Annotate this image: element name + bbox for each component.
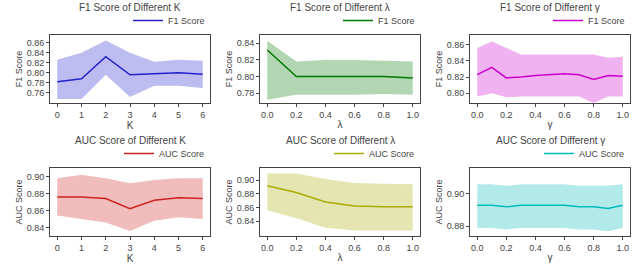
svg-text:1.0: 1.0 [616,110,629,120]
svg-text:6: 6 [200,110,205,120]
svg-text:λ: λ [338,119,343,130]
svg-text:F1 Score of Different K: F1 Score of Different K [79,2,181,13]
svg-text:1.0: 1.0 [616,243,629,253]
svg-text:AUC Score: AUC Score [369,149,414,159]
svg-text:0.84: 0.84 [237,216,255,226]
svg-text:0.86: 0.86 [27,206,45,216]
svg-text:0.84: 0.84 [27,48,45,58]
svg-text:6: 6 [200,243,205,253]
svg-text:AUC Score: AUC Score [14,179,24,224]
svg-text:2: 2 [103,110,108,120]
svg-text:0.80: 0.80 [237,72,255,82]
svg-text:γ: γ [548,119,553,130]
svg-text:F1 Score: F1 Score [378,16,415,26]
svg-text:5: 5 [176,243,181,253]
svg-text:1.0: 1.0 [406,110,419,120]
svg-text:0.6: 0.6 [558,243,571,253]
svg-text:0.88: 0.88 [27,189,45,199]
svg-text:F1 Score of Different λ: F1 Score of Different λ [290,2,390,13]
svg-text:0: 0 [55,110,60,120]
svg-text:F1 Score: F1 Score [434,51,444,88]
svg-text:0.86: 0.86 [27,38,45,48]
svg-text:0.0: 0.0 [261,243,274,253]
svg-text:4: 4 [152,110,157,120]
svg-text:0.8: 0.8 [587,243,600,253]
svg-text:0.78: 0.78 [237,88,255,98]
svg-text:3: 3 [127,110,132,120]
svg-text:0.8: 0.8 [377,243,390,253]
svg-text:0.4: 0.4 [319,243,332,253]
svg-text:0.84: 0.84 [447,56,465,66]
svg-text:0.0: 0.0 [261,110,274,120]
svg-text:1: 1 [79,243,84,253]
svg-text:0.86: 0.86 [237,203,255,213]
svg-text:0.80: 0.80 [27,68,45,78]
svg-text:0.2: 0.2 [290,110,303,120]
svg-text:AUC Score: AUC Score [224,179,234,224]
svg-text:0.78: 0.78 [27,78,45,88]
svg-text:AUC Score: AUC Score [434,179,444,224]
svg-text:0.90: 0.90 [27,172,45,182]
svg-text:0.82: 0.82 [237,55,255,65]
svg-text:0.84: 0.84 [27,223,45,233]
svg-text:0.2: 0.2 [290,243,303,253]
svg-text:0.6: 0.6 [558,110,571,120]
svg-text:0.8: 0.8 [377,110,390,120]
svg-text:1: 1 [79,110,84,120]
svg-text:0.2: 0.2 [500,110,513,120]
svg-text:AUC Score: AUC Score [579,149,624,159]
svg-text:λ: λ [338,252,343,263]
svg-text:F1 Score: F1 Score [14,51,24,88]
svg-text:0.4: 0.4 [319,110,332,120]
svg-text:AUC Score of Different K: AUC Score of Different K [75,135,186,146]
svg-text:γ: γ [548,252,553,263]
svg-text:0.86: 0.86 [447,40,465,50]
svg-text:0.88: 0.88 [447,221,465,231]
svg-text:AUC Score of Different λ: AUC Score of Different λ [286,135,395,146]
svg-text:K: K [127,120,134,131]
svg-text:AUC Score: AUC Score [159,149,204,159]
svg-text:1.0: 1.0 [406,243,419,253]
svg-text:0: 0 [55,243,60,253]
svg-text:0.82: 0.82 [447,72,465,82]
svg-text:0.4: 0.4 [529,110,542,120]
svg-text:0.90: 0.90 [447,189,465,199]
svg-text:0.6: 0.6 [348,243,361,253]
svg-text:F1 Score of Different γ: F1 Score of Different γ [500,2,600,13]
svg-text:0.4: 0.4 [529,243,542,253]
svg-text:0.76: 0.76 [27,88,45,98]
svg-text:4: 4 [152,243,157,253]
svg-text:0.90: 0.90 [237,175,255,185]
svg-text:0.2: 0.2 [500,243,513,253]
svg-text:0.0: 0.0 [471,110,484,120]
svg-text:F1 Score: F1 Score [224,51,234,88]
svg-text:0.84: 0.84 [237,38,255,48]
svg-text:0.88: 0.88 [237,189,255,199]
svg-text:AUC Score of Different γ: AUC Score of Different γ [496,135,605,146]
svg-text:0.0: 0.0 [471,243,484,253]
svg-text:K: K [127,253,134,264]
svg-text:2: 2 [103,243,108,253]
svg-text:3: 3 [127,243,132,253]
svg-text:0.8: 0.8 [587,110,600,120]
svg-text:F1 Score: F1 Score [168,16,205,26]
svg-text:5: 5 [176,110,181,120]
svg-text:0.82: 0.82 [27,58,45,68]
svg-text:0.6: 0.6 [348,110,361,120]
svg-text:F1 Score: F1 Score [588,16,625,26]
svg-text:0.80: 0.80 [447,88,465,98]
